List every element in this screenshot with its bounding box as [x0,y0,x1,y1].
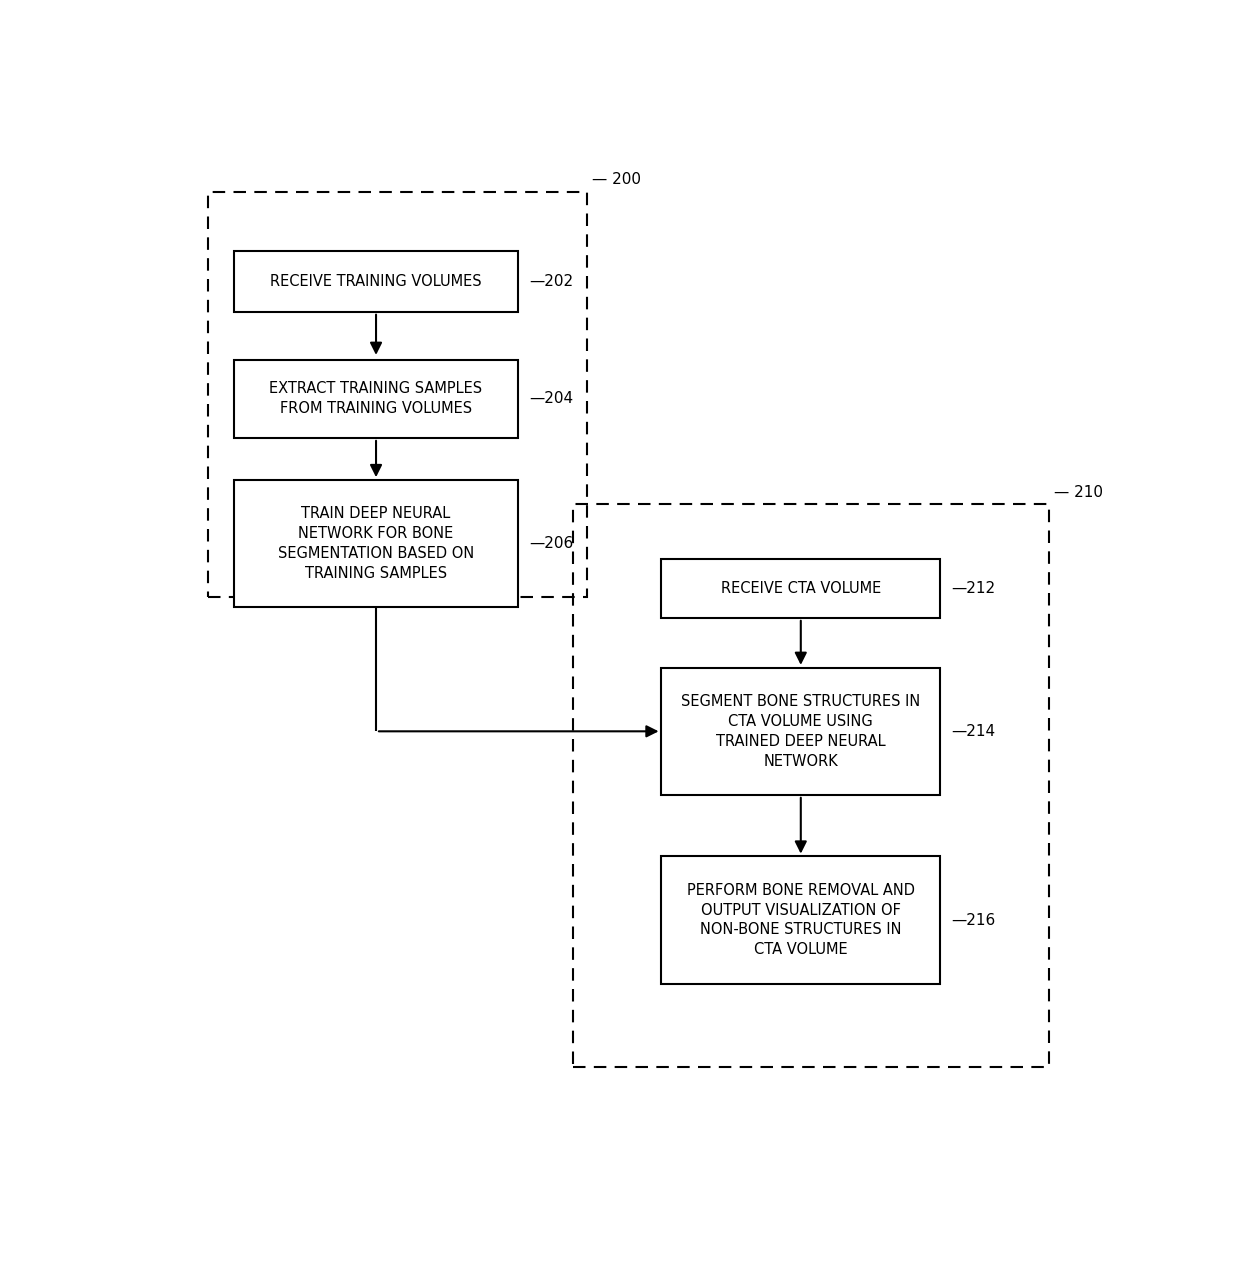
Text: —216: —216 [951,913,996,927]
Bar [234,359,518,438]
Text: —212: —212 [951,582,996,596]
Text: —204: —204 [529,391,573,406]
Text: RECEIVE TRAINING VOLUMES: RECEIVE TRAINING VOLUMES [270,274,482,290]
Text: —214: —214 [951,724,996,739]
Text: — 210: — 210 [1054,485,1102,499]
Text: TRAIN DEEP NEURAL
NETWORK FOR BONE
SEGMENTATION BASED ON
TRAINING SAMPLES: TRAIN DEEP NEURAL NETWORK FOR BONE SEGME… [278,507,474,580]
Bar [661,559,940,618]
Text: —206: —206 [529,536,574,551]
Text: — 200: — 200 [593,171,641,187]
Text: RECEIVE CTA VOLUME: RECEIVE CTA VOLUME [720,582,880,596]
Text: EXTRACT TRAINING SAMPLES
FROM TRAINING VOLUMES: EXTRACT TRAINING SAMPLES FROM TRAINING V… [269,381,482,417]
Bar [661,856,940,983]
Text: —202: —202 [529,274,573,290]
Bar [234,251,518,312]
Bar [573,504,1049,1067]
Text: PERFORM BONE REMOVAL AND
OUTPUT VISUALIZATION OF
NON-BONE STRUCTURES IN
CTA VOLU: PERFORM BONE REMOVAL AND OUTPUT VISUALIZ… [687,883,915,958]
Bar [234,480,518,607]
Text: SEGMENT BONE STRUCTURES IN
CTA VOLUME USING
TRAINED DEEP NEURAL
NETWORK: SEGMENT BONE STRUCTURES IN CTA VOLUME US… [681,695,920,768]
Bar [208,192,588,597]
Bar [661,668,940,795]
